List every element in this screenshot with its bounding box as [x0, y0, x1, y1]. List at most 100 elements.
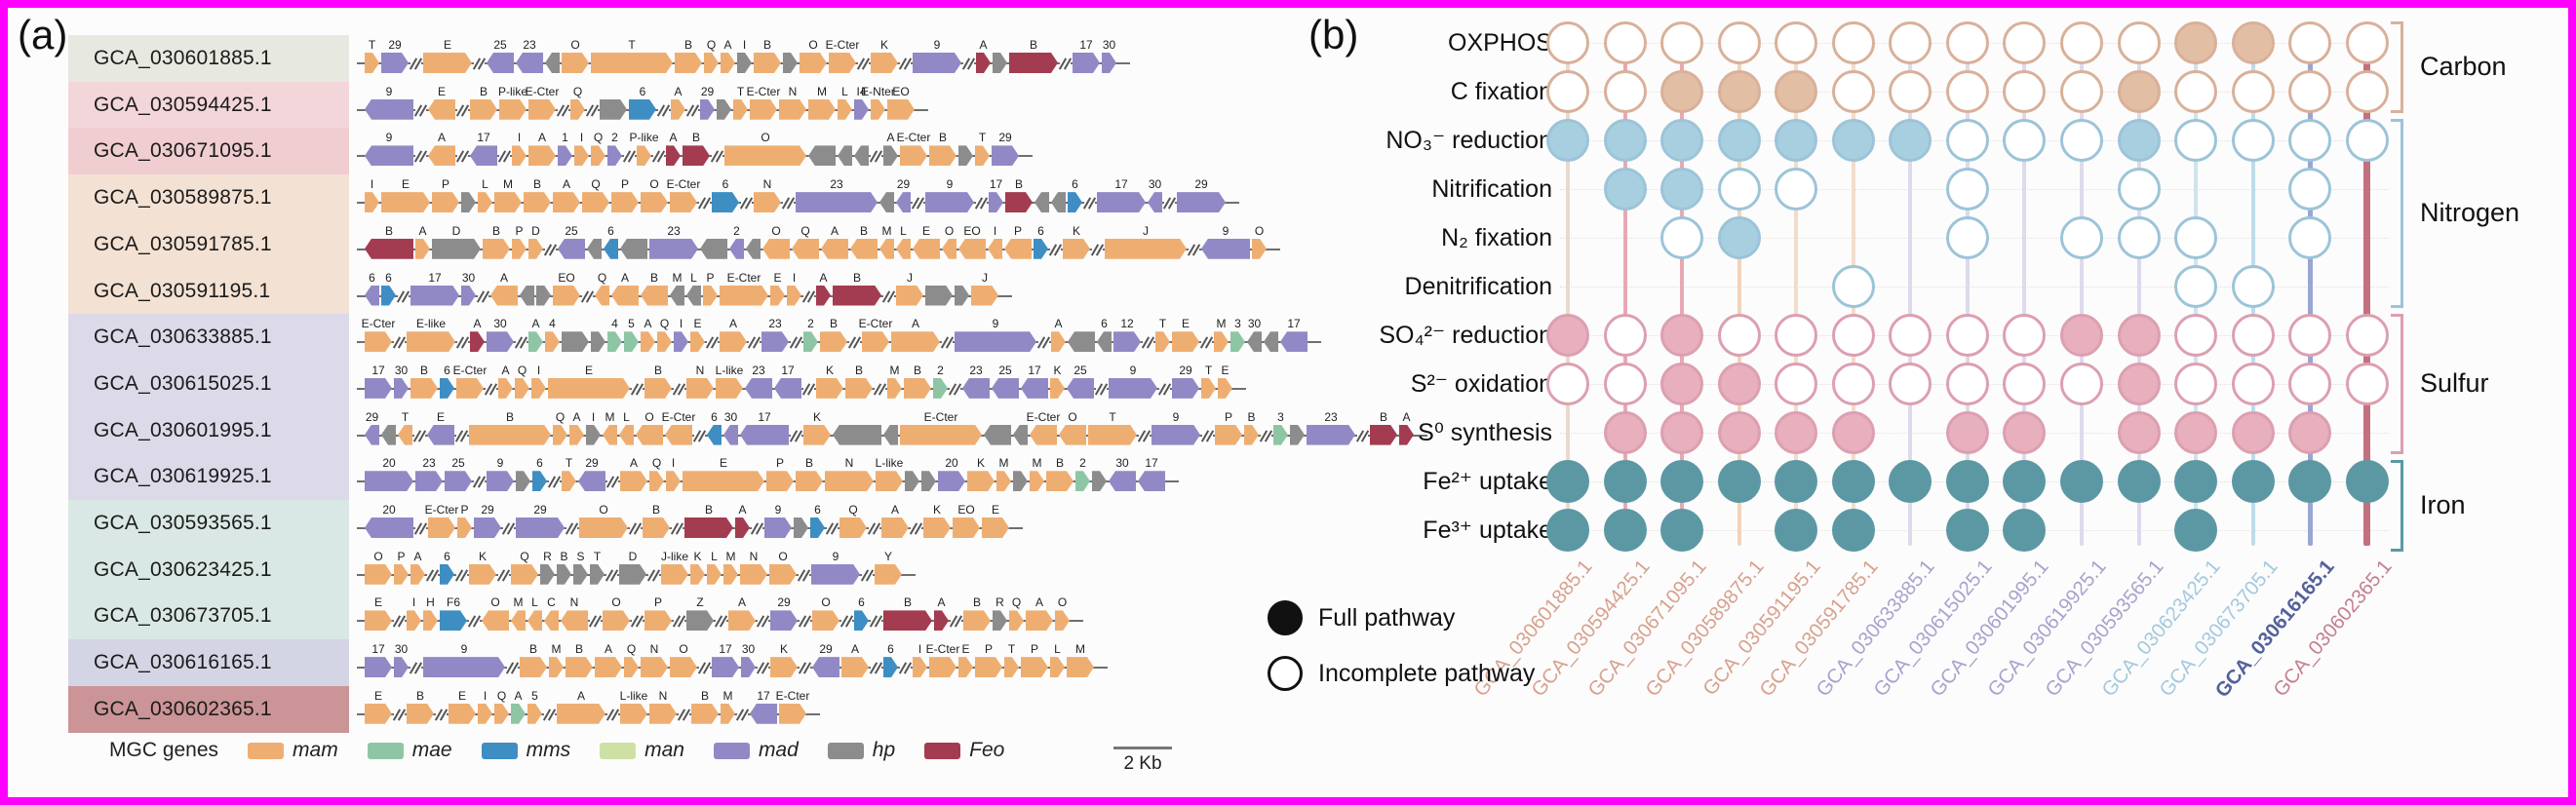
- gene-arrow-shape: [587, 238, 602, 259]
- gene-label: J: [982, 270, 988, 285]
- gene-arrow-shape: [1013, 471, 1028, 491]
- sequence-break-icon: [457, 98, 468, 120]
- gene-arrow: 23: [1307, 410, 1355, 445]
- gene-label: 23: [752, 363, 765, 377]
- gene-arrow: O: [1252, 224, 1267, 259]
- gene-arrow: A: [666, 132, 681, 166]
- sequence-break-icon: [394, 703, 405, 724]
- gene-arrow: 6: [1034, 224, 1048, 259]
- gene-arrow: K: [1063, 224, 1090, 259]
- gene-arrow: B: [796, 457, 823, 491]
- gene-label: 23: [523, 38, 536, 52]
- gene-label: 29: [1194, 177, 1208, 192]
- pathway-dot-full: [1660, 460, 1704, 503]
- column-stem: [1566, 43, 1570, 546]
- gene-arrow-shape: [729, 238, 744, 259]
- gene-arrow-shape: [1138, 471, 1165, 492]
- pathway-row-label: Nitrification: [1431, 175, 1552, 203]
- gene-arrow-shape: [423, 53, 472, 73]
- pathway-dot-incomplete: [1945, 70, 1989, 113]
- gene-arrow: 25: [558, 224, 585, 259]
- gene-arrow: 9: [365, 85, 413, 120]
- gene-label: 9: [1129, 363, 1137, 377]
- gene-arrow: E-Cter: [667, 178, 700, 212]
- gene-cluster-strip: 9 A 17 I A 1 I Q 2 P-like A B O A E-Cter B T 29: [357, 131, 1033, 174]
- gene-label: 29: [533, 503, 547, 517]
- gene-arrow-shape: [913, 238, 940, 259]
- gene-arrow-shape: [803, 425, 831, 445]
- gene-label: A: [604, 642, 613, 657]
- pathway-dot-full: [1775, 411, 1818, 454]
- gene-label: T: [565, 456, 573, 471]
- gene-arrow-shape: [750, 703, 777, 724]
- gene-label: P: [706, 270, 715, 285]
- pathway-dot-incomplete: [1945, 168, 1989, 211]
- gene-arrow: T: [398, 410, 412, 445]
- column-stem: [1908, 43, 1913, 546]
- gene-arrow-shape: [745, 377, 772, 399]
- gene-arrow-shape: [641, 331, 655, 352]
- gene-label: 23: [422, 456, 436, 471]
- gene-arrow: K: [1050, 364, 1065, 399]
- gene-arrow: I: [913, 643, 927, 677]
- gene-label: E: [436, 409, 446, 424]
- pathway-dot-full: [2117, 460, 2161, 503]
- pathway-dot-full: [1603, 119, 1647, 162]
- gene-arrow-shape: [740, 564, 767, 585]
- gene-arrow-shape: [548, 378, 630, 399]
- gene-label: P: [775, 456, 785, 471]
- pathway-dot-incomplete: [1603, 314, 1647, 357]
- gene-arrow-shape: [1201, 238, 1250, 259]
- gene-label: 29: [1179, 363, 1192, 377]
- gene-label: B: [1014, 177, 1024, 192]
- pathway-dot-incomplete: [2174, 314, 2218, 357]
- gene-arrow: E-Cter: [362, 318, 395, 352]
- gene-arrow-shape: [1244, 425, 1259, 445]
- pathway-dot-full: [1775, 70, 1818, 113]
- gene-label: M: [503, 177, 513, 192]
- gene-arrow: 9: [955, 318, 1036, 352]
- gene-label: O: [821, 595, 831, 610]
- gene-arrow: L-like: [876, 457, 903, 491]
- gene-arrow: [1013, 471, 1028, 491]
- gene-label: 2: [1079, 456, 1086, 471]
- gene-arrow: 29: [770, 596, 798, 631]
- gene-arrow-shape: [365, 53, 379, 73]
- gene-arrow: M: [996, 457, 1011, 491]
- gene-arrow-shape: [620, 238, 647, 259]
- mgc-row: GCA_030623425.1 O P A 6 K Q R B S T D J-like K L M N O 9 Y: [68, 546, 1307, 594]
- gene-label: 23: [667, 223, 681, 238]
- sequence-break-icon: [699, 192, 710, 213]
- gene-arrow: 3: [1230, 318, 1245, 352]
- gene-arrow-shape: [723, 424, 738, 445]
- gene-arrow: 6: [810, 504, 825, 538]
- gene-arrow: O: [762, 224, 790, 259]
- sequence-break-icon: [749, 331, 760, 353]
- gene-label: E: [773, 270, 782, 285]
- gene-arrow-shape: [900, 145, 927, 166]
- gene-arrow-shape: [925, 192, 974, 212]
- gene-label: O: [490, 595, 500, 610]
- pathway-dot-full: [2117, 363, 2161, 405]
- pathway-dot-incomplete: [1546, 70, 1589, 113]
- gene-label: I: [917, 642, 922, 657]
- gene-arrow-shape: [1264, 331, 1278, 353]
- gene-arrow-shape: [962, 377, 990, 399]
- gene-arrow-shape: [511, 610, 526, 632]
- sequence-break-icon: [1084, 192, 1095, 213]
- gene-arrow-shape: [1177, 192, 1226, 212]
- gene-arrow: A: [728, 596, 756, 631]
- gene-arrow: A: [557, 689, 605, 724]
- gene-arrow-shape: [1172, 331, 1199, 352]
- gene-arrow: I: [574, 132, 589, 166]
- gene-arrow: O: [579, 504, 628, 538]
- gene-label: M: [817, 84, 827, 98]
- gene-arrow: R: [993, 596, 1007, 631]
- gene-arrow: I: [586, 410, 601, 445]
- gene-arrow-shape: [487, 331, 514, 352]
- gene-arrow: E-Cter: [720, 271, 768, 306]
- sequence-break-icon: [672, 518, 683, 538]
- sequence-break-icon: [827, 518, 838, 538]
- gene-arrow-shape: [511, 704, 526, 724]
